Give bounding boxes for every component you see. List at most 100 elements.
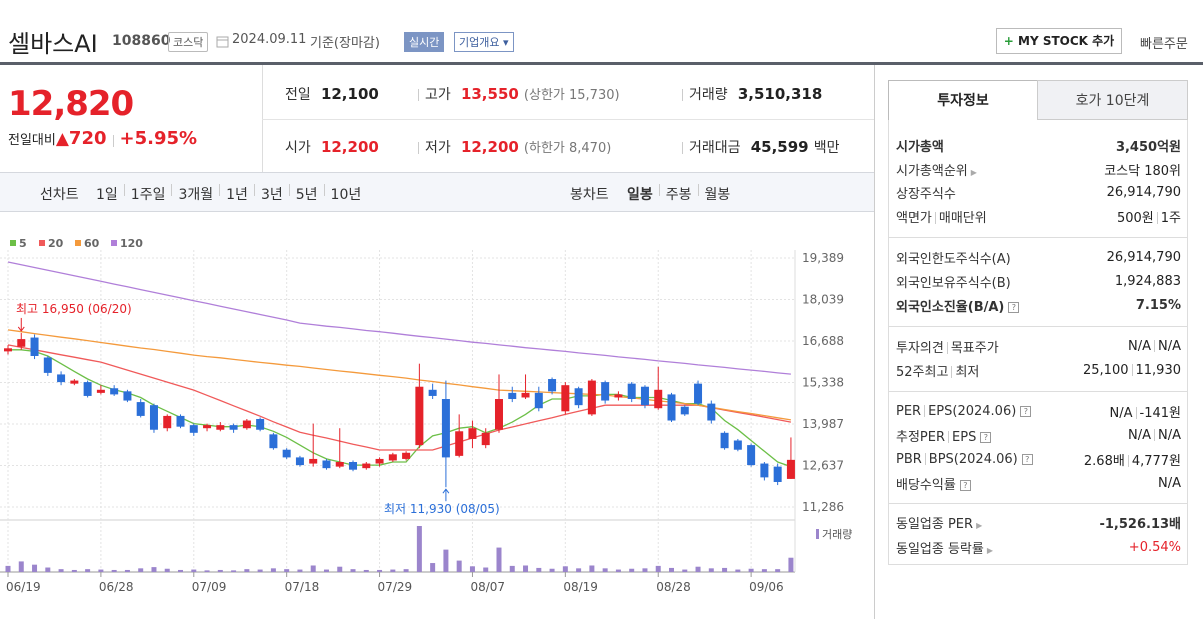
period-tab[interactable]: 월봉	[704, 187, 731, 203]
row-sep	[888, 326, 1188, 327]
info-row: 외국인소진율(B/A)? 7.15%	[896, 294, 1181, 316]
candle-body	[136, 402, 145, 416]
tab-sep	[697, 184, 699, 196]
period-tab[interactable]: 5년	[295, 187, 318, 203]
volume-bar	[496, 547, 502, 572]
panel-divider	[874, 65, 875, 619]
item	[682, 88, 683, 101]
volume-bar	[191, 569, 197, 572]
quick-order[interactable]: 빠른주문	[1140, 37, 1188, 52]
period-tab[interactable]: 주봉	[665, 187, 692, 203]
period-tab[interactable]: 1주일	[130, 187, 166, 203]
info-row: 액면가 매매단위 500원 1주	[896, 205, 1181, 227]
volume-bar	[284, 569, 290, 572]
item: 25,100 11,930	[1083, 363, 1181, 378]
period-bar	[0, 172, 874, 212]
text: 동일업종 등락률	[896, 541, 984, 557]
item: N/A N/A	[1128, 428, 1181, 443]
date: 2024.09.11	[232, 32, 307, 47]
annotation: 최저 11,930 (08/05)	[384, 502, 500, 516]
item	[924, 405, 926, 417]
period-tab[interactable]: 1년	[226, 187, 248, 203]
candle-body	[428, 389, 437, 396]
item: ?	[1008, 301, 1020, 313]
company-info[interactable]: 기업개요 ▾	[454, 32, 514, 52]
volume-bar	[403, 569, 409, 572]
volume-bar	[297, 569, 303, 572]
info-row: 배당수익률? N/A	[896, 472, 1181, 494]
text: 코스닥 180위	[1104, 163, 1181, 179]
volume-bar	[589, 565, 595, 572]
realtime-badge[interactable]: 실시간	[404, 32, 445, 52]
item: 추정PER EPS?	[896, 426, 992, 445]
x-tick-label: 07/29	[378, 580, 413, 594]
orderbook-tab[interactable]: 호가 10단계	[1037, 80, 1188, 120]
volume-bar	[204, 570, 210, 572]
text: 시가총액	[896, 139, 944, 155]
tab-sep	[171, 184, 173, 196]
text: N/A	[1128, 427, 1151, 443]
x-tick-label: 08/28	[656, 580, 691, 594]
row-sep	[888, 391, 1188, 392]
candle-body	[494, 399, 503, 430]
candle-body	[534, 392, 543, 409]
y-tick-label: 13,987	[802, 417, 844, 431]
volume-bar	[5, 565, 11, 572]
candle-body	[17, 339, 26, 347]
text: 720	[68, 128, 107, 149]
candle-body	[322, 460, 331, 469]
candle-body	[521, 392, 530, 398]
volume-bar	[536, 567, 542, 572]
period-tab[interactable]: 3년	[260, 187, 283, 203]
item	[112, 134, 114, 147]
candle-body	[176, 415, 185, 427]
text: 7.15%	[1135, 297, 1181, 313]
candle-body	[123, 391, 132, 401]
volume-bar	[430, 563, 436, 572]
quote-sep	[262, 119, 874, 120]
item: 500원 1주	[1117, 207, 1181, 226]
text: 거래량	[689, 87, 728, 103]
period-tab[interactable]: 3개월	[178, 187, 214, 203]
item: 외국인소진율(B/A)?	[896, 296, 1020, 315]
volume-bar	[18, 561, 24, 572]
candle-body	[269, 434, 278, 449]
item: ?	[980, 431, 992, 443]
volume-bar	[469, 566, 475, 572]
item	[934, 212, 936, 224]
volume-bar	[363, 569, 369, 572]
period-tab[interactable]: 1일	[96, 187, 118, 203]
period-tab[interactable]: 10년	[330, 187, 362, 203]
item	[1154, 429, 1155, 441]
period-tab[interactable]: 일봉	[627, 187, 653, 203]
text: PBR	[896, 451, 922, 467]
candle-body	[70, 380, 79, 384]
candle-body	[548, 379, 557, 392]
volume-bar	[748, 568, 754, 572]
info-row: 추정PER EPS? N/A N/A	[896, 424, 1181, 446]
text: +5.95%	[119, 128, 198, 149]
x-tick-label: 09/06	[749, 580, 784, 594]
my-stock-button[interactable]: + MY STOCK 추가	[996, 28, 1122, 54]
volume-bar	[615, 569, 621, 572]
text: 거래대금	[689, 140, 741, 156]
text: 고가	[425, 87, 451, 103]
info-row: 동일업종 PER ▶ -1,526.13배	[896, 511, 1181, 533]
quote-sep	[262, 65, 263, 172]
text: PER	[896, 403, 922, 419]
item: ?	[1021, 453, 1033, 465]
info-tab[interactable]: 투자정보	[888, 80, 1038, 120]
quote-item: 시가 12,200	[285, 137, 379, 157]
text: 배당수익률	[896, 477, 956, 493]
volume-bar	[549, 568, 555, 572]
annotation-arrowhead	[442, 488, 450, 494]
volume-bar	[509, 565, 515, 572]
item: 시가총액순위 ▶	[896, 160, 977, 179]
candle-body	[362, 463, 371, 469]
text: EPS	[952, 429, 977, 445]
info-row: 52주최고 최저 25,100 11,930	[896, 359, 1181, 381]
candle-body	[349, 462, 358, 470]
text: 시가	[285, 140, 311, 156]
